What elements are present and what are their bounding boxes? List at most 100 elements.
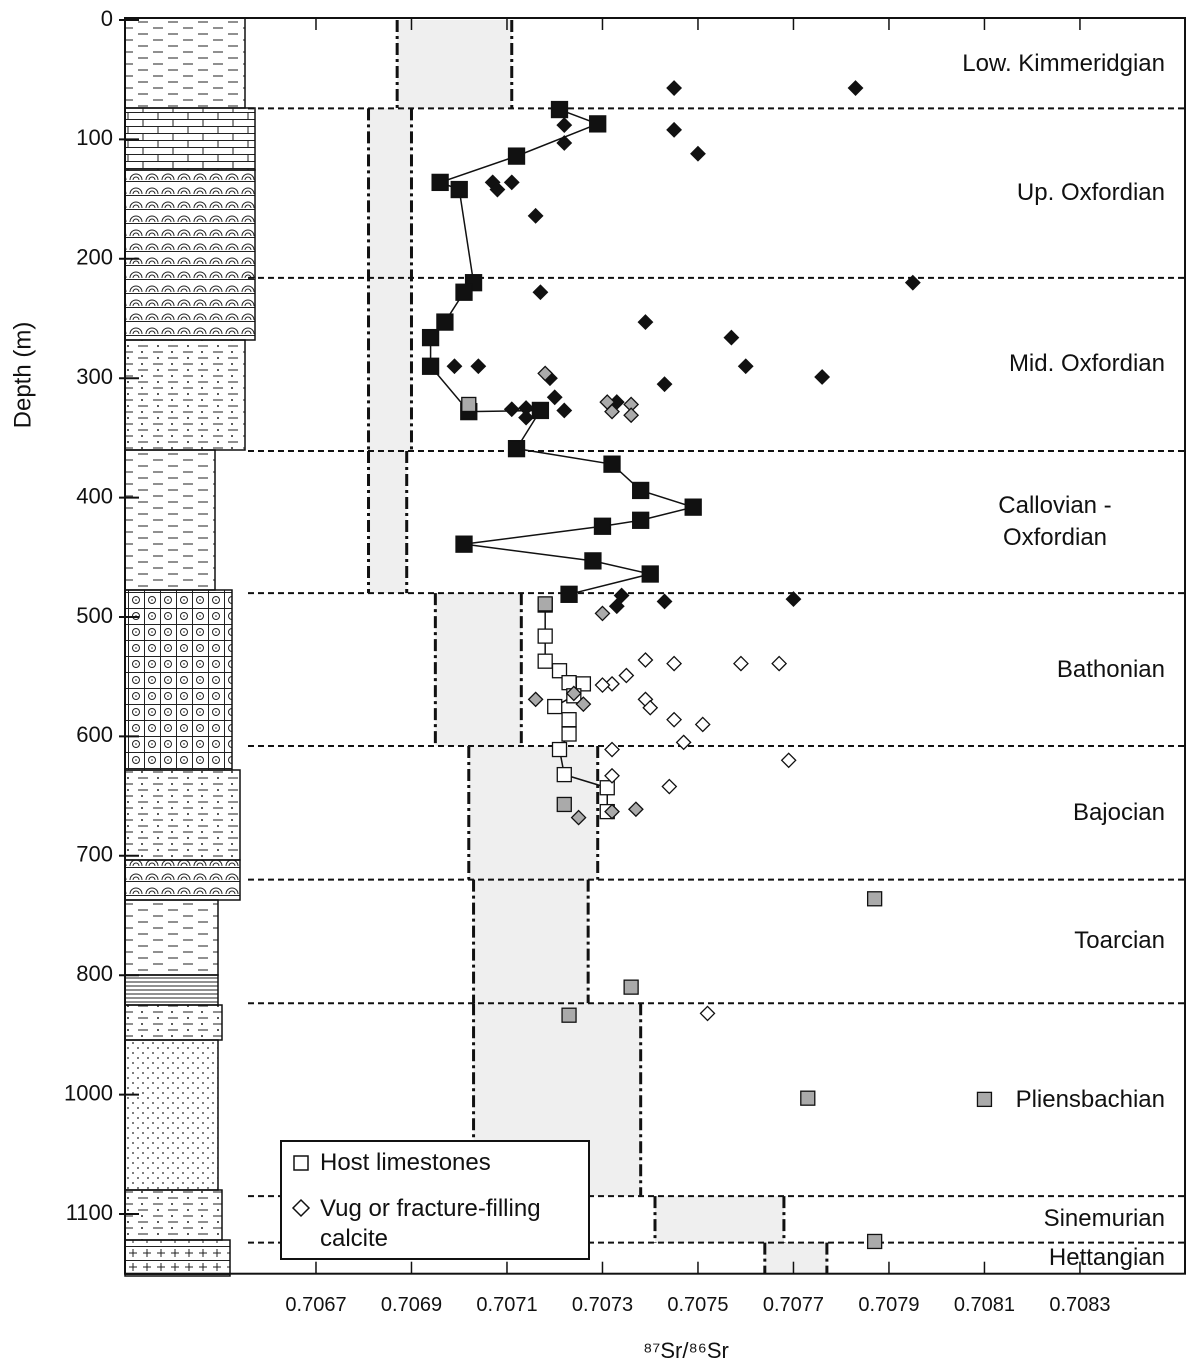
diamond-point [594, 677, 611, 693]
square-point [450, 180, 468, 199]
plot-frame [124, 17, 1186, 1275]
seawater-band [764, 1242, 827, 1274]
square-point [461, 396, 477, 413]
diamond-point [604, 767, 620, 784]
diamond-point [814, 369, 831, 385]
stage-label: Mid. Oxfordian [1008, 350, 1165, 378]
square-point [550, 100, 569, 119]
square-point [421, 357, 440, 375]
legend: Host limestones Vug or fracture-filling … [280, 1140, 590, 1260]
diamond-point [470, 358, 487, 375]
square-point [632, 511, 650, 529]
square-point [561, 1007, 577, 1023]
square-point [976, 1091, 993, 1108]
diamond-point [556, 117, 573, 133]
diamond-point [570, 809, 587, 826]
x-tick-label: 0.7079 [858, 1294, 919, 1316]
square-point [537, 628, 553, 644]
diamond-point [699, 1005, 716, 1022]
square-point [455, 535, 473, 553]
square-point [632, 481, 650, 500]
diamond-point [604, 403, 620, 420]
x-tick-label: 0.7081 [954, 1294, 1015, 1316]
square-point [623, 979, 639, 995]
diamond-point [604, 803, 620, 820]
seawater-band [435, 593, 522, 746]
diamond-point [785, 591, 802, 608]
diamond-point [694, 716, 711, 733]
square-point [551, 741, 568, 758]
square-point [603, 455, 621, 473]
square-point [599, 780, 615, 796]
stage-label: Low. Kimmeridgian [962, 50, 1165, 78]
square-point [551, 663, 568, 679]
diamond-point [537, 365, 554, 382]
x-tick-label: 0.7083 [1049, 1294, 1110, 1316]
square-point [575, 676, 592, 692]
square-point [684, 498, 702, 516]
diamond-point [503, 401, 520, 418]
y-tick-label: 600 [76, 722, 113, 747]
diamond-point [532, 284, 549, 301]
y-tick-label: 700 [76, 842, 113, 867]
square-point [560, 585, 578, 603]
stage-label: Bathonian [1056, 655, 1165, 683]
diamond-point [637, 652, 654, 668]
legend-square [293, 1155, 309, 1171]
legend-diamond [291, 1198, 311, 1218]
diamond-point [737, 358, 754, 375]
square-point [641, 565, 659, 583]
y-tick-label: 200 [76, 245, 113, 270]
x-tick-label: 0.7075 [667, 1294, 728, 1316]
series-line [429, 108, 696, 596]
stage-label: Bajocian [1072, 798, 1165, 826]
square-point [561, 726, 577, 742]
diamond-point [446, 358, 463, 375]
diamond-point [489, 181, 506, 198]
x-tick-label: 0.7077 [763, 1294, 824, 1316]
y-tick-label: 300 [76, 364, 113, 389]
seawater-band [473, 879, 589, 1004]
legend-label: Host limestones [320, 1149, 491, 1176]
diamond-point [733, 655, 749, 672]
diamond-point [661, 778, 678, 795]
diamond-point [608, 598, 625, 615]
x-tick-label: 0.7073 [572, 1294, 633, 1316]
y-tick-label: 100 [76, 125, 113, 150]
x-tick-label: 0.7071 [476, 1294, 537, 1316]
x-tick-label: 0.7069 [381, 1294, 442, 1316]
diamond-point [656, 376, 673, 393]
square-point [556, 766, 572, 783]
diamond-point [546, 389, 563, 406]
square-point [584, 552, 602, 570]
diamond-point [518, 409, 535, 426]
diamond-point [847, 80, 864, 96]
diamond-point [503, 174, 520, 191]
square-point [561, 712, 577, 728]
diamond-point [604, 675, 620, 692]
diamond-point [575, 696, 592, 713]
diamond-point [527, 691, 544, 708]
diamond-point [656, 593, 673, 610]
diamond-point [613, 587, 630, 604]
diamond-point [666, 711, 683, 728]
square-point [537, 653, 553, 669]
diamond-point [666, 80, 683, 96]
diamond-point [723, 329, 740, 346]
diamond-point [675, 734, 692, 751]
diamond-point [904, 274, 921, 291]
diamond-point [604, 741, 620, 758]
x-tick-label: 0.7067 [285, 1294, 346, 1316]
square-point [421, 328, 440, 347]
legend-label: Vug or fracture-filling calcite [320, 1195, 541, 1252]
y-tick-label: 400 [76, 483, 113, 508]
x-axis-title: ⁸⁷Sr/⁸⁶Sr [643, 1338, 729, 1363]
stage-label: Hettangian [1048, 1244, 1165, 1272]
square-point [455, 283, 473, 301]
seawater-band [368, 451, 407, 594]
seawater-band [655, 1196, 784, 1243]
square-point [866, 1233, 883, 1250]
stage-label: Up. Oxfordian [1016, 179, 1165, 207]
